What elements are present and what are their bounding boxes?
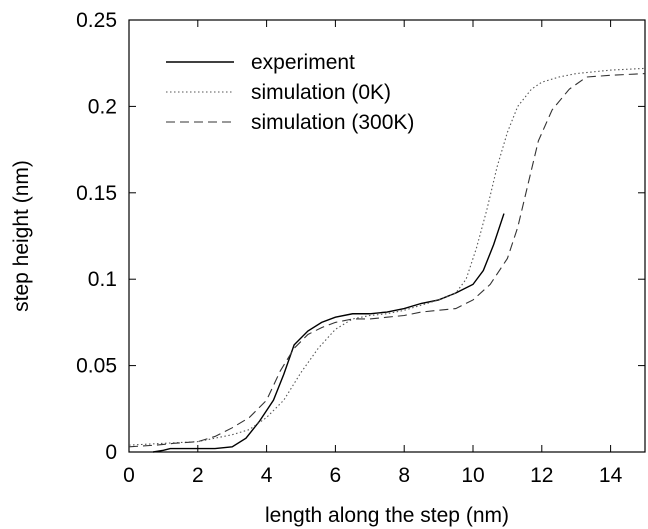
x-tick-label: 12: [530, 464, 553, 487]
series-line: [128, 67, 646, 446]
y-tick-label: 0.2: [88, 95, 117, 118]
x-tick-label: 8: [398, 464, 410, 487]
x-tick-label: 6: [330, 464, 342, 487]
y-tick-label: 0.15: [76, 182, 117, 205]
y-tick-label: 0.25: [76, 9, 117, 32]
axis-ticks: 0 2 4 6 8 10 12 14 0 0.05 0.1 0.15 0.2 0.25: [76, 9, 645, 487]
series-line: [152, 213, 505, 453]
y-axis-title: step height (nm): [10, 160, 33, 312]
legend: experiment simulation (0K) simulation (300…: [166, 51, 414, 134]
x-axis-title: length along the step (nm): [265, 504, 509, 527]
x-tick-label: 4: [261, 464, 273, 487]
plot-frame: [128, 19, 646, 453]
legend-label: simulation (0K): [251, 81, 391, 104]
x-tick-label: 14: [599, 464, 623, 487]
x-tick-label: 0: [123, 464, 135, 487]
y-tick-label: 0: [105, 441, 117, 464]
y-tick-label: 0.05: [76, 355, 117, 378]
series-line: [128, 73, 646, 448]
x-tick-label: 10: [461, 464, 484, 487]
legend-label: simulation (300K): [251, 111, 414, 134]
series-layer: [128, 67, 646, 453]
x-tick-label: 2: [192, 464, 204, 487]
legend-label: experiment: [251, 51, 355, 74]
y-tick-label: 0.1: [88, 268, 117, 291]
